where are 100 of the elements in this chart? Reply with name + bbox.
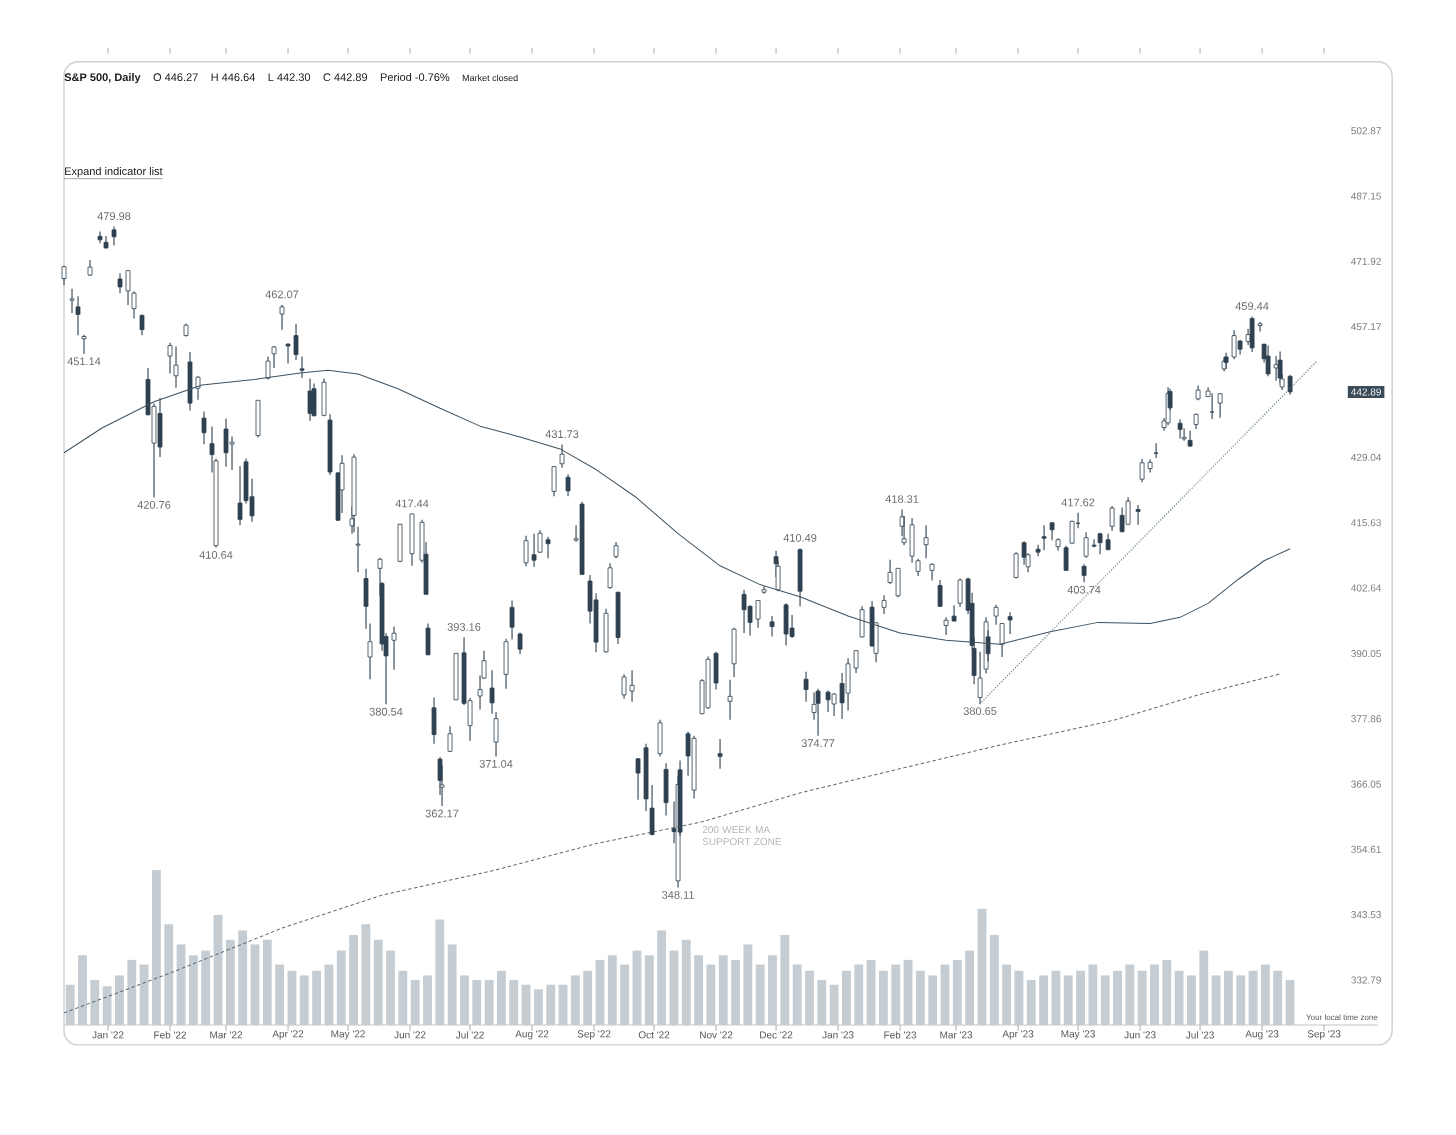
bar	[1113, 970, 1122, 1025]
candlestick	[117, 272, 123, 294]
bar	[878, 970, 888, 1025]
bar	[238, 930, 248, 1025]
annotation: C 442.89	[323, 73, 368, 82]
bar	[928, 975, 938, 1025]
candlestick	[1091, 538, 1097, 548]
candlestick	[755, 599, 761, 629]
annotation: Market closed	[462, 74, 518, 82]
candlestick	[1139, 458, 1145, 483]
y-tick-label: 402.64	[1351, 584, 1382, 592]
x-tick-label: Feb '22	[154, 1031, 187, 1039]
bar	[1100, 975, 1110, 1025]
candlestick	[565, 473, 571, 497]
x-tick-label: Jan '22	[92, 1031, 124, 1039]
annotation: 374.77	[801, 739, 835, 748]
bar	[1211, 975, 1221, 1025]
candlestick	[1041, 524, 1047, 551]
bar	[866, 959, 876, 1025]
candlestick	[727, 679, 733, 721]
y-tick-label: 487.15	[1351, 192, 1381, 200]
candlestick	[853, 649, 859, 674]
candlestick	[929, 562, 935, 582]
candlestick	[1209, 392, 1215, 420]
y-tick-label: 471.92	[1351, 257, 1381, 265]
x-tick-label: Aug '23	[1245, 1030, 1279, 1040]
bar	[78, 955, 87, 1025]
annotation: 459.44	[1235, 302, 1269, 310]
bar	[607, 955, 617, 1025]
candlestick	[881, 594, 887, 615]
x-tick-label: Dec '22	[760, 1031, 793, 1039]
annotation: 462.07	[265, 290, 299, 299]
annotation: 451.14	[67, 357, 101, 366]
bar	[1051, 970, 1061, 1025]
bar	[891, 964, 901, 1025]
bar	[546, 984, 556, 1025]
bar	[1223, 970, 1233, 1025]
bar	[694, 955, 704, 1025]
x-tick-label: Feb '23	[884, 1031, 917, 1039]
candlestick	[993, 604, 999, 626]
x-tick-label: Apr '23	[1002, 1030, 1034, 1040]
candlestick	[815, 688, 821, 737]
candlestick	[447, 725, 453, 753]
annotation: 410.64	[199, 551, 233, 559]
x-tick-label: Nov '22	[700, 1031, 733, 1039]
bar	[768, 955, 777, 1025]
candlestick	[293, 323, 299, 361]
annotation: 380.65	[963, 707, 997, 715]
candlestick	[1217, 392, 1223, 419]
candlestick	[717, 738, 723, 770]
x-tick-label: Jun '23	[1124, 1031, 1156, 1039]
bar	[398, 970, 408, 1025]
bar	[620, 964, 630, 1025]
candlestick	[951, 604, 957, 622]
candlestick	[69, 288, 75, 314]
x-tick-label: Jan '23	[822, 1031, 854, 1039]
bar	[1039, 975, 1049, 1025]
candlestick	[489, 669, 495, 715]
bar	[1076, 970, 1085, 1025]
bar	[484, 980, 494, 1025]
y-tick-label: 502.87	[1351, 127, 1381, 135]
bar	[940, 964, 950, 1025]
bar	[989, 935, 999, 1025]
candlestick	[957, 577, 963, 608]
y-tick-label: 366.05	[1351, 780, 1381, 788]
bar	[460, 975, 469, 1025]
candlestick	[201, 410, 207, 445]
candlestick	[367, 622, 373, 680]
x-tick-label: Jul '22	[455, 1031, 484, 1039]
annotation: 403.74	[1067, 585, 1101, 594]
y-tick-label: 390.05	[1351, 650, 1381, 658]
bar	[250, 944, 260, 1025]
bar	[1260, 964, 1270, 1025]
bar	[731, 959, 740, 1025]
bar	[755, 964, 765, 1025]
bar	[1026, 980, 1036, 1025]
bar	[472, 980, 482, 1025]
bar	[681, 939, 691, 1025]
bar	[410, 980, 420, 1025]
candlestick	[75, 295, 81, 336]
candlestick	[523, 535, 529, 567]
candlestick	[769, 615, 775, 638]
candlestick	[803, 671, 809, 703]
candlestick	[629, 669, 635, 703]
candlestick	[537, 529, 543, 554]
bar	[1088, 964, 1098, 1025]
x-tick-label: May '23	[1061, 1030, 1095, 1040]
annotation: 410.49	[783, 533, 817, 542]
bar	[952, 959, 962, 1025]
bar	[829, 984, 839, 1025]
annotation: 380.54	[369, 707, 403, 716]
y-tick-label: 457.17	[1351, 323, 1381, 331]
bar	[903, 959, 913, 1025]
candlestick	[173, 345, 179, 389]
bar	[706, 964, 716, 1025]
candlestick	[81, 334, 87, 355]
bar	[496, 970, 506, 1025]
bar	[262, 939, 272, 1025]
bar	[1174, 970, 1184, 1025]
y-tick-label: 377.86	[1351, 715, 1381, 723]
